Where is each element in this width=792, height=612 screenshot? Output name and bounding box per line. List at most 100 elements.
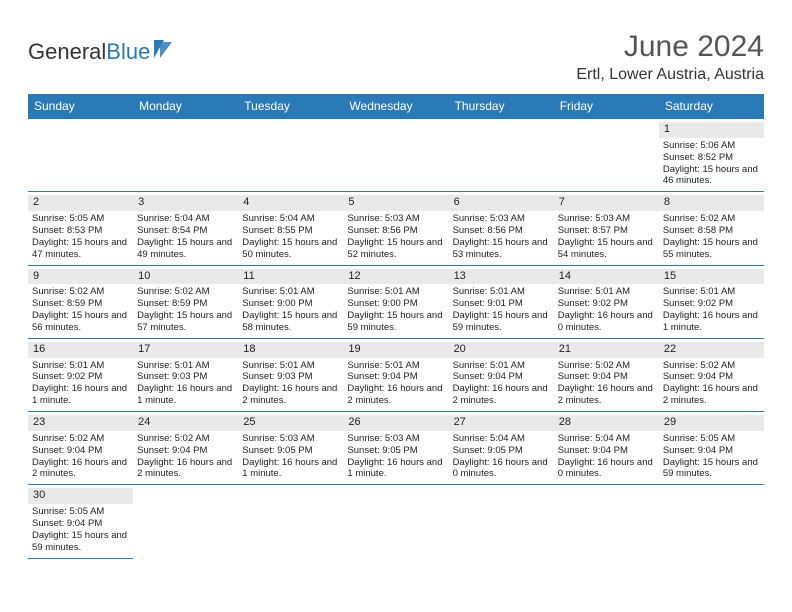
day-number: 27 bbox=[449, 415, 554, 431]
day-number: 12 bbox=[343, 269, 448, 285]
day-cell: 27 Sunrise: 5:04 AMSunset: 9:05 PMDayligh… bbox=[449, 412, 554, 485]
sun-info: Sunrise: 5:02 AMSunset: 9:04 PMDaylight:… bbox=[558, 360, 655, 408]
sun-info: Sunrise: 5:02 AMSunset: 8:59 PMDaylight:… bbox=[32, 286, 129, 334]
daylight-text: Daylight: 16 hours and 1 minute. bbox=[242, 457, 339, 481]
sunset-text: Sunset: 9:02 PM bbox=[663, 298, 760, 310]
sunrise-text: Sunrise: 5:02 AM bbox=[558, 360, 655, 372]
sunrise-text: Sunrise: 5:01 AM bbox=[32, 360, 129, 372]
sunset-text: Sunset: 8:58 PM bbox=[663, 225, 760, 237]
day-number: 18 bbox=[238, 342, 343, 358]
sunset-text: Sunset: 8:54 PM bbox=[137, 225, 234, 237]
sunset-text: Sunset: 9:05 PM bbox=[347, 445, 444, 457]
day-cell: 8Sunrise: 5:02 AMSunset: 8:58 PMDaylight… bbox=[659, 192, 764, 265]
daylight-text: Daylight: 15 hours and 56 minutes. bbox=[32, 310, 129, 334]
daylight-text: Daylight: 16 hours and 1 minute. bbox=[32, 383, 129, 407]
day-header-tuesday: Tuesday bbox=[238, 94, 343, 119]
day-cell: 6Sunrise: 5:03 AMSunset: 8:56 PMDaylight… bbox=[449, 192, 554, 265]
daylight-text: Daylight: 16 hours and 2 minutes. bbox=[558, 383, 655, 407]
daylight-text: Daylight: 15 hours and 52 minutes. bbox=[347, 237, 444, 261]
daylight-text: Daylight: 15 hours and 59 minutes. bbox=[347, 310, 444, 334]
day-number: 22 bbox=[659, 342, 764, 358]
empty-cell bbox=[133, 119, 238, 192]
day-number: 9 bbox=[28, 269, 133, 285]
empty-cell bbox=[343, 485, 448, 558]
sun-info: Sunrise: 5:04 AMSunset: 8:55 PMDaylight:… bbox=[242, 213, 339, 261]
day-number: 25 bbox=[238, 415, 343, 431]
sunrise-text: Sunrise: 5:01 AM bbox=[242, 360, 339, 372]
empty-cell bbox=[343, 119, 448, 192]
week-row: 1Sunrise: 5:06 AMSunset: 8:52 PMDaylight… bbox=[28, 119, 764, 192]
day-number: 1 bbox=[659, 122, 764, 138]
sunrise-text: Sunrise: 5:04 AM bbox=[137, 213, 234, 225]
day-cell: 28Sunrise: 5:04 AMSunset: 9:04 PMDayligh… bbox=[554, 412, 659, 485]
day-number: 7 bbox=[554, 195, 659, 211]
empty-cell bbox=[238, 485, 343, 558]
day-cell: 13Sunrise: 5:01 AMSunset: 9:01 PMDayligh… bbox=[449, 265, 554, 338]
day-number: 23 bbox=[28, 415, 133, 431]
daylight-text: Daylight: 16 hours and 0 minutes. bbox=[558, 457, 655, 481]
sun-info: Sunrise: 5:01 AMSunset: 9:04 PMDaylight:… bbox=[453, 360, 550, 408]
day-number: 8 bbox=[659, 195, 764, 211]
sun-info: Sunrise: 5:01 AMSunset: 9:02 PMDaylight:… bbox=[32, 360, 129, 408]
sun-info: Sunrise: 5:04 AMSunset: 8:54 PMDaylight:… bbox=[137, 213, 234, 261]
sunset-text: Sunset: 9:01 PM bbox=[453, 298, 550, 310]
day-cell: 1Sunrise: 5:06 AMSunset: 8:52 PMDaylight… bbox=[659, 119, 764, 192]
empty-cell bbox=[449, 485, 554, 558]
day-cell: 5Sunrise: 5:03 AMSunset: 8:56 PMDaylight… bbox=[343, 192, 448, 265]
sunset-text: Sunset: 9:04 PM bbox=[558, 371, 655, 383]
sunrise-text: Sunrise: 5:05 AM bbox=[32, 506, 129, 518]
daylight-text: Daylight: 15 hours and 46 minutes. bbox=[663, 164, 760, 188]
sun-info: Sunrise: 5:03 AMSunset: 8:56 PMDaylight:… bbox=[347, 213, 444, 261]
day-header-thursday: Thursday bbox=[449, 94, 554, 119]
daylight-text: Daylight: 15 hours and 58 minutes. bbox=[242, 310, 339, 334]
brand-text-1: General bbox=[28, 39, 106, 65]
day-cell: 11Sunrise: 5:01 AMSunset: 9:00 PMDayligh… bbox=[238, 265, 343, 338]
sunrise-text: Sunrise: 5:04 AM bbox=[242, 213, 339, 225]
location-text: Ertl, Lower Austria, Austria bbox=[576, 66, 764, 84]
sunset-text: Sunset: 8:55 PM bbox=[242, 225, 339, 237]
week-row: 16Sunrise: 5:01 AMSunset: 9:02 PMDayligh… bbox=[28, 338, 764, 411]
day-number: 2 bbox=[28, 195, 133, 211]
header: GeneralBlue June 2024 Ertl, Lower Austri… bbox=[28, 30, 764, 84]
sunrise-text: Sunrise: 5:01 AM bbox=[347, 286, 444, 298]
empty-daynum bbox=[554, 122, 659, 138]
sunrise-text: Sunrise: 5:03 AM bbox=[453, 213, 550, 225]
sunset-text: Sunset: 8:56 PM bbox=[347, 225, 444, 237]
day-number: 13 bbox=[449, 269, 554, 285]
sunset-text: Sunset: 9:03 PM bbox=[137, 371, 234, 383]
sunrise-text: Sunrise: 5:01 AM bbox=[137, 360, 234, 372]
day-cell: 22Sunrise: 5:02 AMSunset: 9:04 PMDayligh… bbox=[659, 338, 764, 411]
daylight-text: Daylight: 16 hours and 0 minutes. bbox=[558, 310, 655, 334]
sunset-text: Sunset: 9:04 PM bbox=[347, 371, 444, 383]
calendar-body: 1Sunrise: 5:06 AMSunset: 8:52 PMDaylight… bbox=[28, 119, 764, 559]
day-header-friday: Friday bbox=[554, 94, 659, 119]
brand-text-2: Blue bbox=[106, 39, 150, 65]
daylight-text: Daylight: 16 hours and 1 minute. bbox=[137, 383, 234, 407]
sun-info: Sunrise: 5:04 AMSunset: 9:05 PMDaylight:… bbox=[453, 433, 550, 481]
daylight-text: Daylight: 15 hours and 55 minutes. bbox=[663, 237, 760, 261]
day-cell: 9Sunrise: 5:02 AMSunset: 8:59 PMDaylight… bbox=[28, 265, 133, 338]
sunrise-text: Sunrise: 5:02 AM bbox=[32, 286, 129, 298]
day-number: 30 bbox=[28, 488, 133, 504]
sunrise-text: Sunrise: 5:02 AM bbox=[137, 286, 234, 298]
month-title: June 2024 bbox=[576, 30, 764, 64]
day-number: 4 bbox=[238, 195, 343, 211]
sunset-text: Sunset: 9:04 PM bbox=[663, 371, 760, 383]
sunrise-text: Sunrise: 5:01 AM bbox=[453, 360, 550, 372]
sunrise-text: Sunrise: 5:05 AM bbox=[32, 213, 129, 225]
sunrise-text: Sunrise: 5:03 AM bbox=[347, 213, 444, 225]
daylight-text: Daylight: 16 hours and 2 minutes. bbox=[137, 457, 234, 481]
empty-cell bbox=[554, 119, 659, 192]
empty-daynum bbox=[28, 122, 133, 138]
day-number: 20 bbox=[449, 342, 554, 358]
daylight-text: Daylight: 15 hours and 47 minutes. bbox=[32, 237, 129, 261]
sunrise-text: Sunrise: 5:02 AM bbox=[32, 433, 129, 445]
daylight-text: Daylight: 16 hours and 0 minutes. bbox=[453, 457, 550, 481]
flag-icon bbox=[154, 38, 176, 64]
day-cell: 25Sunrise: 5:03 AMSunset: 9:05 PMDayligh… bbox=[238, 412, 343, 485]
sun-info: Sunrise: 5:01 AMSunset: 9:00 PMDaylight:… bbox=[347, 286, 444, 334]
sunrise-text: Sunrise: 5:02 AM bbox=[663, 360, 760, 372]
sun-info: Sunrise: 5:05 AMSunset: 9:04 PMDaylight:… bbox=[663, 433, 760, 481]
day-header-monday: Monday bbox=[133, 94, 238, 119]
sunset-text: Sunset: 9:04 PM bbox=[663, 445, 760, 457]
